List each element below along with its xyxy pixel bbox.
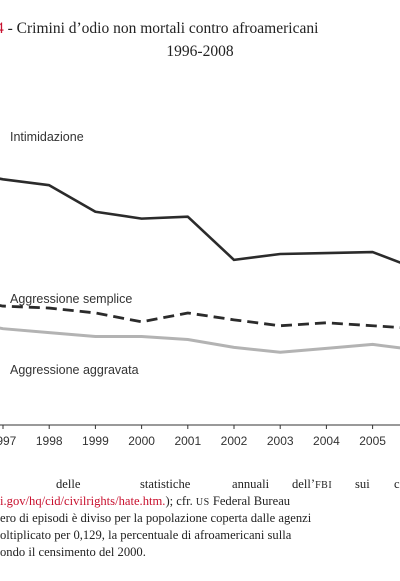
series-line-1 [0, 177, 400, 264]
footnote-word: dell’FBI [292, 477, 333, 491]
x-tick-label: 1999 [82, 434, 109, 448]
series-labels: Intimidazione Aggressione semplice Aggress… [10, 130, 139, 377]
x-tick-label: 1998 [36, 434, 63, 448]
figure-number: 4 [0, 20, 4, 37]
x-tick-label: 2000 [128, 434, 155, 448]
footnote-line-4: oltiplicato per 0,129, la percentuale di… [0, 528, 292, 542]
footnote-word: delle [56, 477, 81, 491]
footnote-line-2: i.gov/hq/cid/civilrights/hate.htm.); cfr… [0, 494, 291, 508]
footnote-word: sui [355, 477, 370, 491]
us-abbr: US [195, 497, 210, 508]
series-label-2: Aggressione semplice [10, 292, 132, 306]
footnote-word: c [394, 477, 400, 491]
footnote-word: statistiche [140, 477, 191, 491]
chart-title-text: - Crimini d’odio non mortali contro afro… [3, 20, 319, 37]
series-lines [0, 177, 400, 354]
chart-title: 4 - Crimini d’odio non mortali contro af… [0, 20, 396, 38]
x-tick-label: 2005 [359, 434, 386, 448]
footnote-word: annuali [232, 477, 270, 491]
x-tick-label: 2002 [221, 434, 248, 448]
x-tick-label: 2004 [313, 434, 340, 448]
chart-title-years: 1996-2008 [166, 43, 234, 60]
series-label-3: Aggressione aggravata [10, 363, 139, 377]
footnote-line-5: ondo il censimento del 2000. [0, 545, 146, 559]
series-label-1: Intimidazione [10, 130, 84, 144]
x-tick-label: 2003 [267, 434, 294, 448]
footnote-line-3: ero di episodi è diviso per la popolazio… [0, 511, 312, 525]
x-tick-label: 2001 [174, 434, 201, 448]
series-line-2 [0, 304, 400, 329]
x-tick-label: 1997 [0, 434, 17, 448]
series-line-3 [0, 326, 400, 354]
fbi-abbr: FBI [315, 480, 333, 491]
x-axis-ticks: 1997199819992000200120022003200420052006 [0, 425, 386, 448]
source-link[interactable]: i.gov/hq/cid/civilrights/hate.htm. [0, 494, 166, 508]
